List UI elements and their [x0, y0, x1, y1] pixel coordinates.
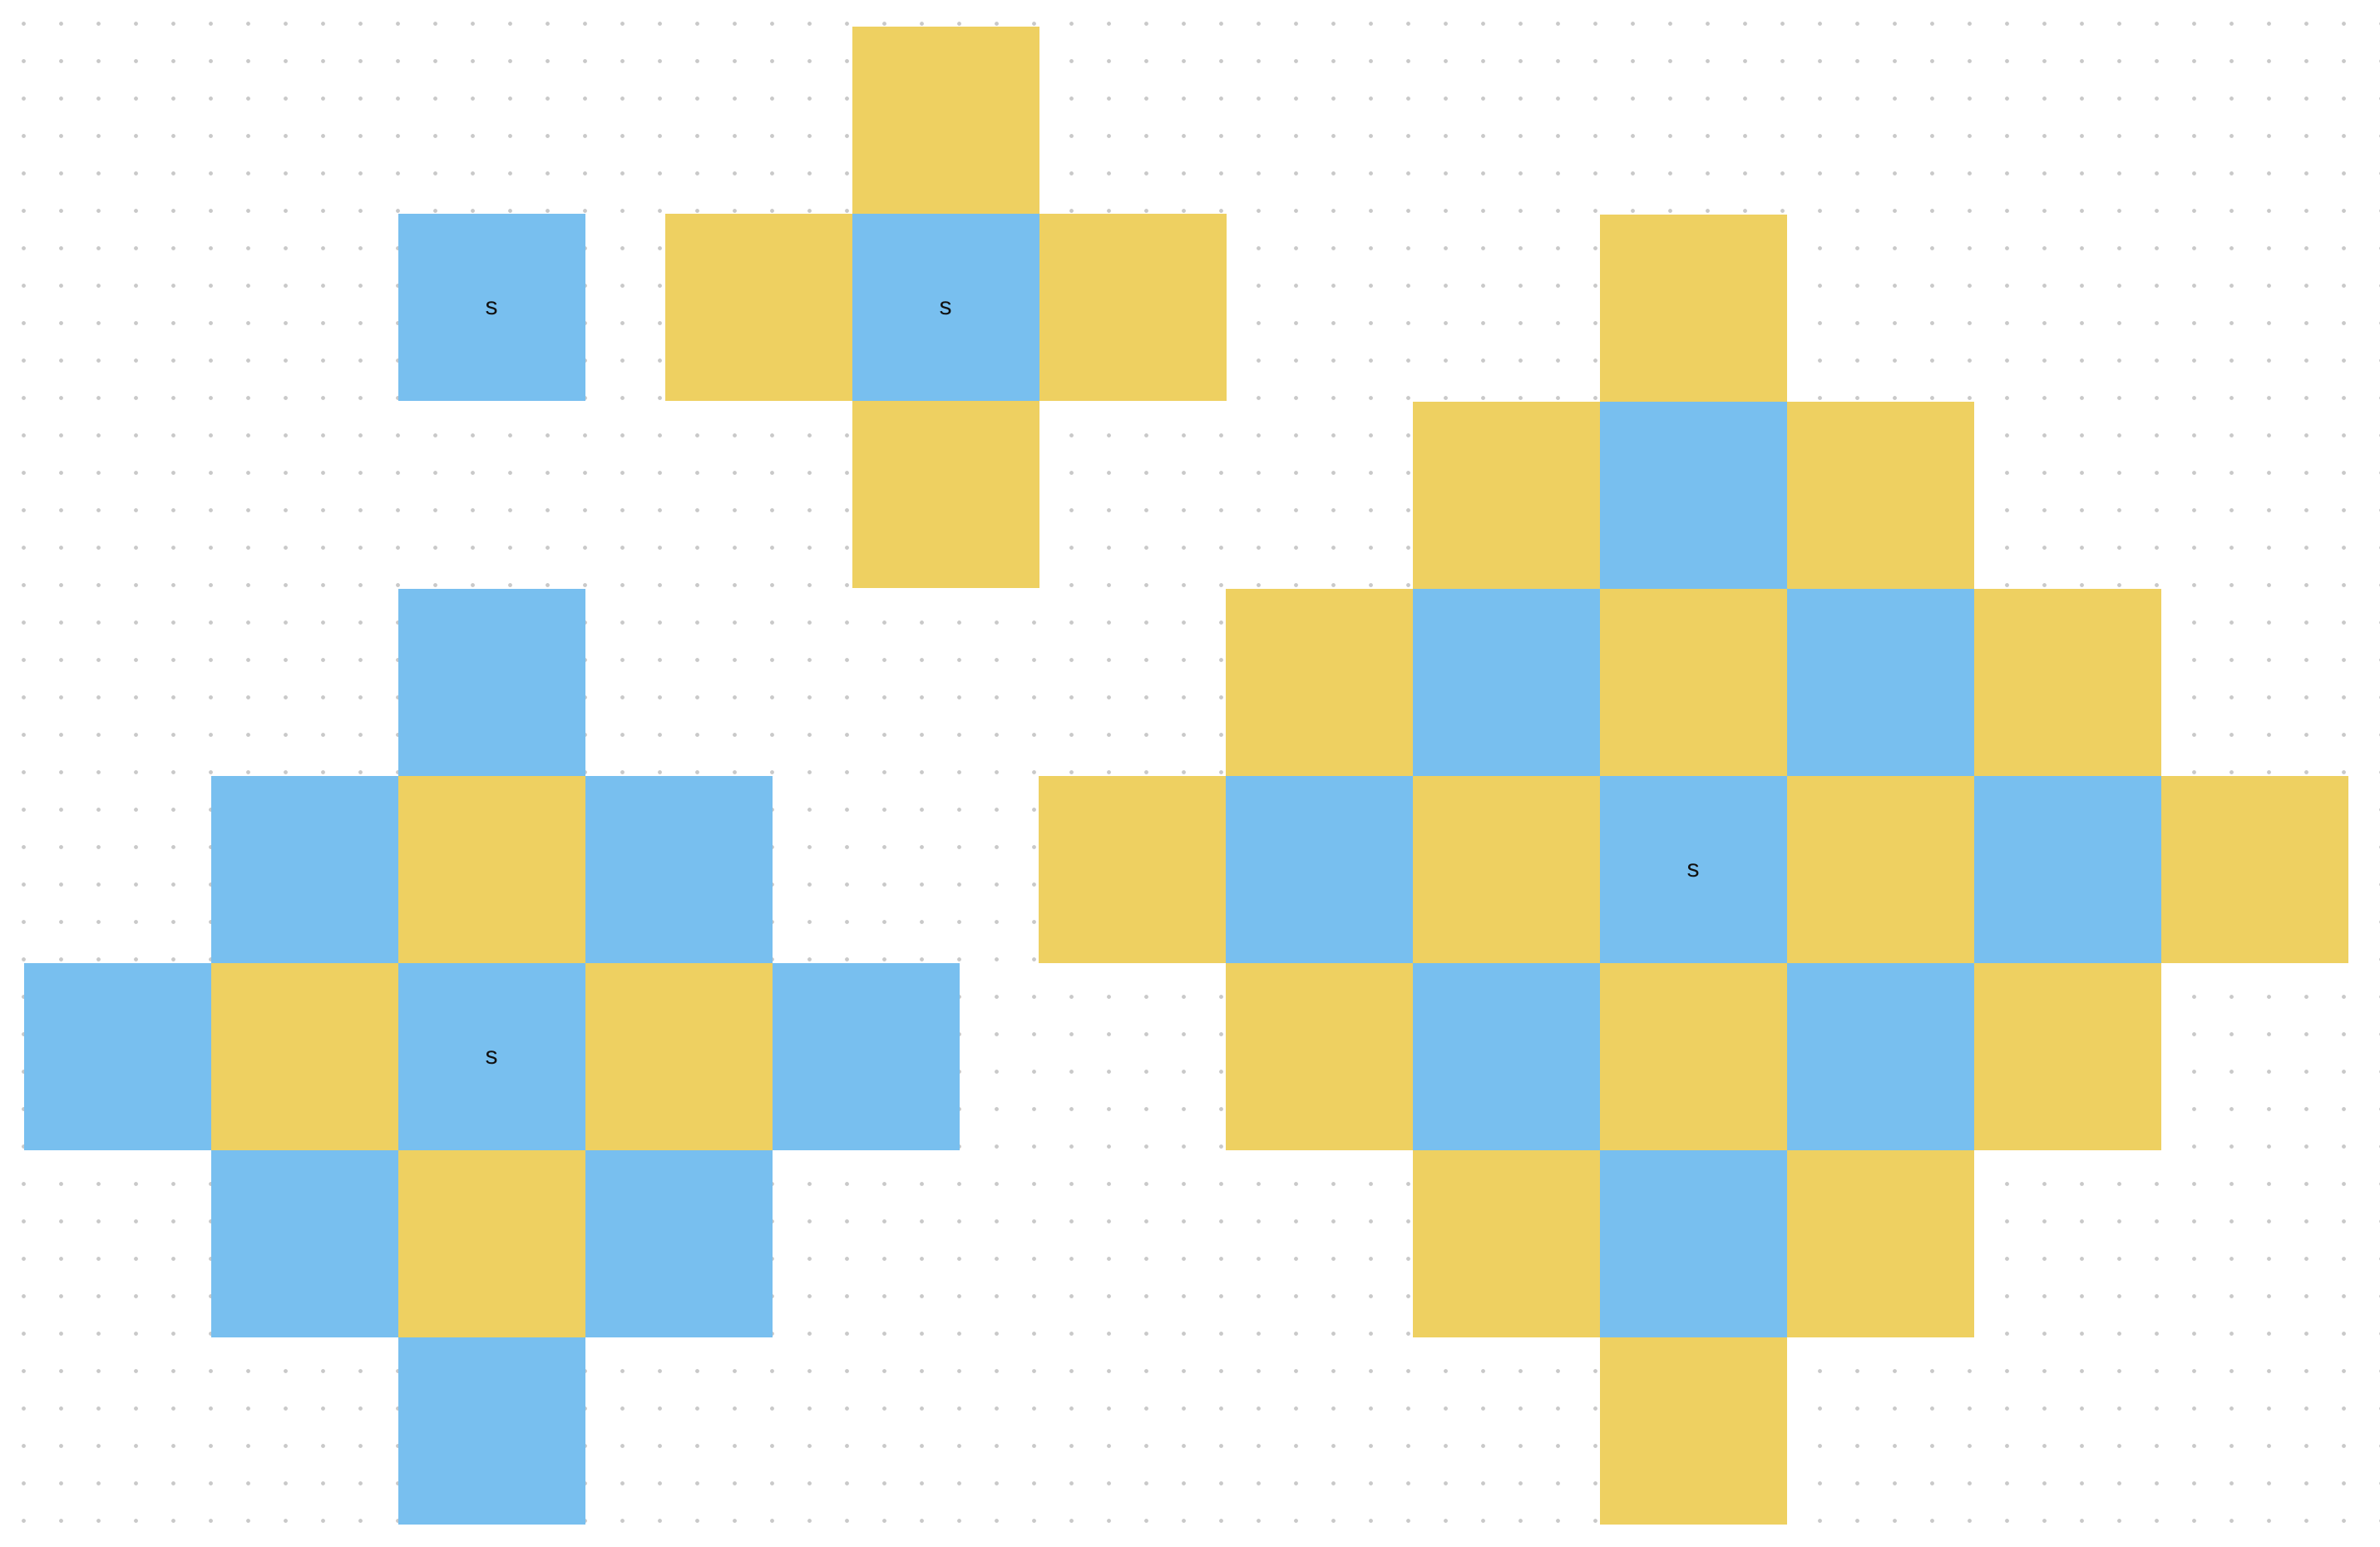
blue-cell: [1786, 588, 1974, 776]
blue-cell: [1599, 1149, 1787, 1337]
source-cell: s: [1599, 775, 1787, 963]
yellow-cell: [1412, 1149, 1600, 1337]
yellow-cell: [1412, 401, 1600, 589]
source-label: s: [485, 293, 498, 320]
blue-cell: [397, 1337, 585, 1525]
source-label: s: [939, 293, 952, 320]
blue-cell: [585, 775, 773, 963]
yellow-cell: [1786, 1149, 1974, 1337]
blue-cell: [585, 1149, 773, 1337]
yellow-cell: [2160, 775, 2348, 963]
yellow-cell: [1786, 775, 1974, 963]
yellow-cell: [210, 962, 398, 1150]
blue-cell: [210, 775, 398, 963]
yellow-cell: [1038, 775, 1226, 963]
yellow-cell: [1599, 214, 1787, 402]
source-cell: s: [397, 962, 585, 1150]
blue-cell: [23, 962, 211, 1150]
blue-cell: [1412, 962, 1600, 1150]
yellow-cell: [1973, 588, 2161, 776]
yellow-cell: [1786, 401, 1974, 589]
source-cell: s: [852, 213, 1039, 401]
blue-cell: [1599, 401, 1787, 589]
yellow-cell: [1599, 962, 1787, 1150]
blue-cell: [1786, 962, 1974, 1150]
source-cell: s: [397, 213, 585, 401]
yellow-cell: [852, 26, 1039, 214]
yellow-cell: [1039, 213, 1227, 401]
yellow-cell: [397, 775, 585, 963]
blue-cell: [1412, 588, 1600, 776]
yellow-cell: [1225, 962, 1413, 1150]
yellow-cell: [1599, 588, 1787, 776]
yellow-cell: [664, 213, 852, 401]
blue-cell: [397, 588, 585, 776]
source-label: s: [485, 1042, 498, 1070]
yellow-cell: [1225, 588, 1413, 776]
blue-cell: [1225, 775, 1413, 963]
blue-cell: [772, 962, 960, 1150]
blue-cell: [1973, 775, 2161, 963]
yellow-cell: [1599, 1337, 1787, 1525]
yellow-cell: [585, 962, 773, 1150]
yellow-cell: [1412, 775, 1600, 963]
yellow-cell: [852, 400, 1039, 588]
yellow-cell: [1973, 962, 2161, 1150]
yellow-cell: [397, 1149, 585, 1337]
blue-cell: [210, 1149, 398, 1337]
source-label: s: [1686, 855, 1700, 882]
